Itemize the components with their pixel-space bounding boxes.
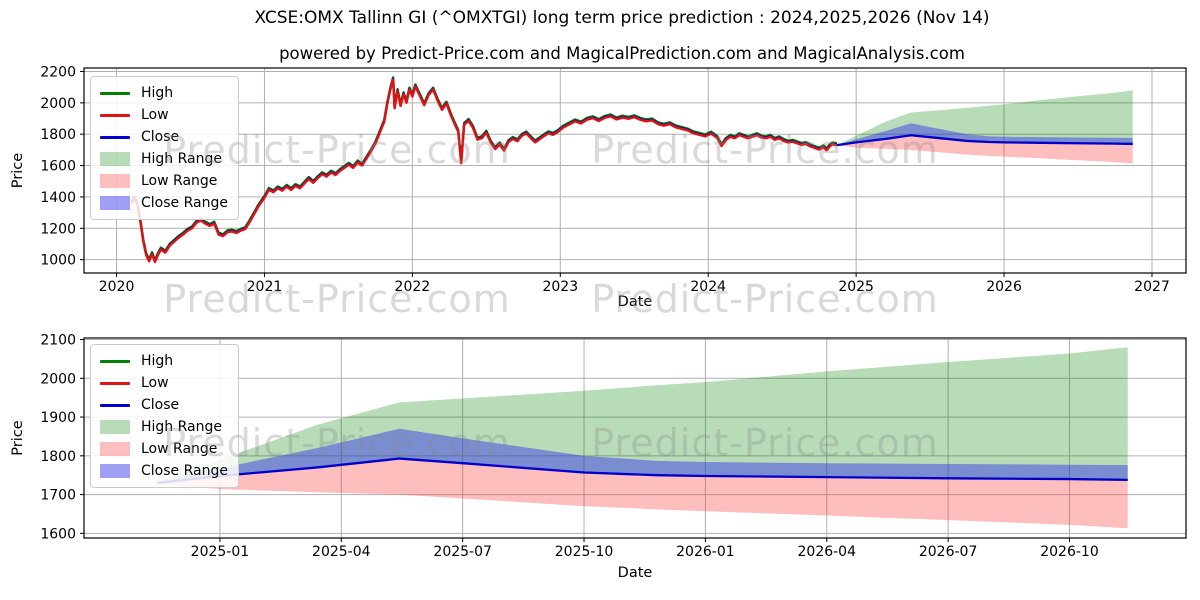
chart-forecast-zoom: 2025-01 2025-04 2025-07 2025-10 2026-01 2026-…	[10, 333, 1187, 581]
legend-label: High Range	[141, 419, 222, 435]
legend-patch-swatch	[100, 152, 130, 166]
legend-label: Low Range	[141, 441, 218, 457]
legend-item-high: High	[100, 352, 228, 370]
legend-line-swatch	[100, 403, 130, 407]
y-tick-label: 1600	[40, 526, 76, 542]
legend-label: Close	[141, 129, 180, 145]
low-line	[130, 78, 838, 264]
plot-border	[83, 337, 1187, 539]
x-tick-label: 2027	[1134, 279, 1170, 295]
x-tick-label: 2021	[247, 279, 283, 295]
y-tick-label: 1000	[40, 253, 76, 269]
close-range-band	[156, 428, 1128, 483]
forecast-close-line	[836, 134, 1133, 147]
legend-patch-swatch	[100, 174, 130, 188]
x-tick-label: 2026	[986, 279, 1022, 295]
legend-line-swatch	[100, 359, 130, 363]
legend-label: High Range	[141, 151, 222, 167]
close-range-band	[836, 123, 1133, 146]
x-axis-label: Date	[618, 294, 653, 310]
legend-patch-swatch	[100, 442, 130, 456]
tick-labels: 2020 2021 2022 2023 2024 2025 2026 2027 1000 1200…	[40, 64, 1169, 295]
legend-zoom-chart: High Low Close High Range Low Range Close Ran…	[90, 344, 239, 488]
legend-item-close: Close	[100, 396, 228, 414]
x-tick-label: 2026-07	[919, 544, 978, 560]
page-subtitle: powered by Predict-Price.com and Magical…	[279, 44, 965, 63]
page-title: XCSE:OMX Tallinn GI (^OMXTGI) long term …	[254, 8, 990, 28]
x-tick-label: 2025	[838, 279, 874, 295]
y-tick-label: 1600	[40, 159, 76, 175]
low-range-band	[836, 135, 1133, 164]
legend-item-low: Low	[100, 106, 228, 124]
legend-item-low-range: Low Range	[100, 440, 228, 458]
high-range-band	[836, 90, 1133, 146]
high-range-band	[156, 347, 1128, 483]
x-tick-label: 2020	[99, 279, 135, 295]
legend-item-high-range: High Range	[100, 150, 228, 168]
x-axis-label: Date	[618, 565, 653, 581]
y-tick-label: 2000	[40, 371, 76, 387]
legend-item-low-range: Low Range	[100, 172, 228, 190]
legend-item-low: Low	[100, 374, 228, 392]
legend-patch-swatch	[100, 196, 130, 210]
x-tick-label: 2025-01	[191, 544, 250, 560]
y-tick-label: 1900	[40, 410, 76, 426]
y-tick-label: 2200	[40, 64, 76, 80]
legend-item-high: High	[100, 84, 228, 102]
x-tick-label: 2026-10	[1040, 544, 1099, 560]
legend-label: High	[141, 353, 174, 369]
legend-label: Low	[141, 375, 169, 391]
low-range-band	[156, 458, 1128, 529]
chart-history-and-prediction: 2020 2021 2022 2023 2024 2025 2026 2027 1000 1200…	[10, 64, 1187, 310]
x-tick-label: 2024	[690, 279, 726, 295]
x-tick-label: 2025-10	[555, 544, 614, 560]
y-tick-label: 1800	[40, 449, 76, 465]
y-tick-label: 1400	[40, 190, 76, 206]
legend-main-chart: High Low Close High Range Low Range Close Ran…	[90, 76, 239, 220]
legend-item-high-range: High Range	[100, 418, 228, 436]
x-tick-label: 2025-07	[433, 544, 492, 560]
legend-item-close: Close	[100, 128, 228, 146]
legend-item-close-range: Close Range	[100, 194, 228, 212]
legend-line-swatch	[100, 135, 130, 139]
y-tick-label: 2100	[40, 333, 76, 349]
legend-label: Low Range	[141, 173, 218, 189]
y-tick-label: 1700	[40, 488, 76, 504]
legend-label: High	[141, 85, 174, 101]
gridlines	[84, 68, 1186, 273]
forecast-close-line	[156, 457, 1128, 485]
legend-label: Low	[141, 107, 169, 123]
tick-labels: 2025-01 2025-04 2025-07 2025-10 2026-01 2026-…	[40, 333, 1098, 560]
x-tick-label: 2022	[395, 279, 431, 295]
x-tick-label: 2026-01	[676, 544, 735, 560]
legend-line-swatch	[100, 113, 130, 117]
legend-label: Close Range	[141, 463, 228, 479]
legend-item-close-range: Close Range	[100, 462, 228, 480]
legend-line-swatch	[100, 91, 130, 95]
legend-line-swatch	[100, 381, 130, 385]
legend-patch-swatch	[100, 420, 130, 434]
legend-label: Close	[141, 397, 180, 413]
x-tick-label: 2026-04	[798, 544, 857, 560]
x-tick-label: 2025-04	[312, 544, 371, 560]
y-tick-label: 2000	[40, 96, 76, 112]
legend-patch-swatch	[100, 464, 130, 478]
plot-border	[83, 67, 1187, 274]
y-axis-label: Price	[10, 153, 26, 188]
y-axis-label: Price	[10, 420, 26, 455]
x-tick-label: 2023	[542, 279, 578, 295]
legend-label: Close Range	[141, 195, 228, 211]
y-tick-label: 1200	[40, 221, 76, 237]
y-tick-label: 1800	[40, 127, 76, 143]
